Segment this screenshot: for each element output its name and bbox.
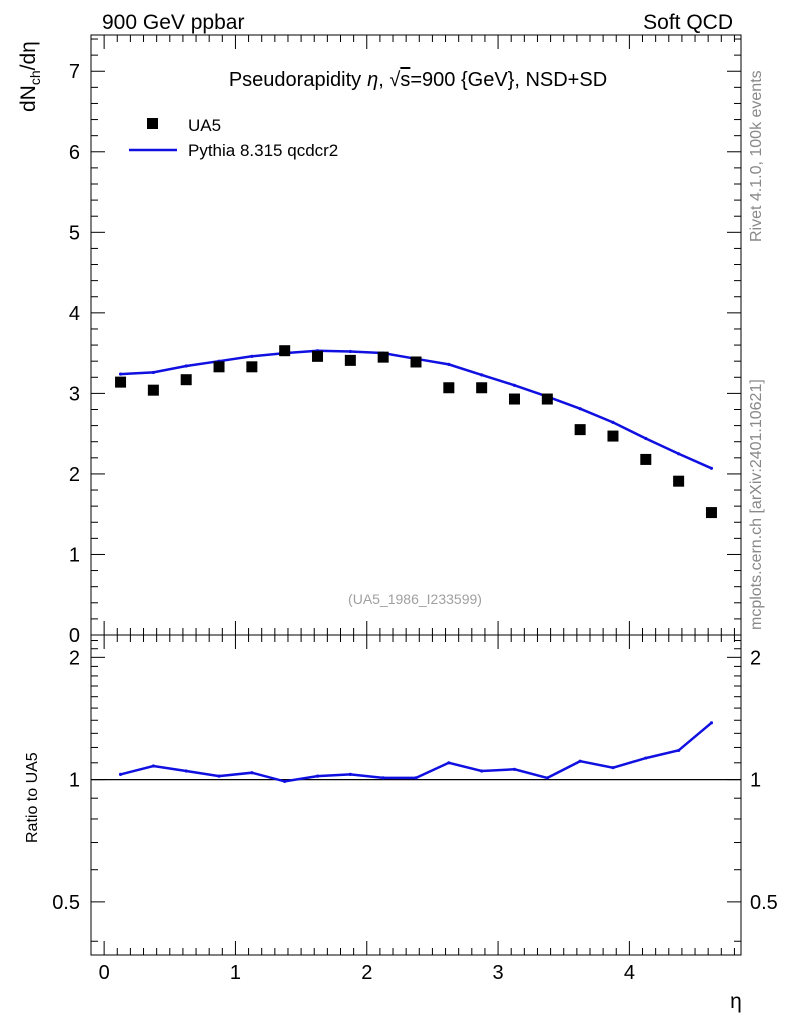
ratio-y-tick-label-left: 0.5	[52, 892, 80, 914]
header-left: 900 GeV ppbar	[102, 11, 244, 34]
legend-data-marker	[147, 118, 158, 129]
ratio-point	[217, 774, 221, 778]
data-point	[410, 356, 422, 368]
x-tick-label: 2	[361, 962, 372, 984]
y-tick-label: 2	[69, 464, 80, 486]
header-right: Soft QCD	[643, 11, 733, 34]
rivet-info: Rivet 4.1.0, 100k events	[748, 70, 765, 242]
ratio-point	[611, 766, 615, 770]
ratio-series-line	[120, 721, 713, 783]
data-point	[246, 361, 258, 373]
data-point	[344, 354, 356, 366]
ratio-point	[512, 767, 517, 771]
y-tick-label: 5	[69, 222, 80, 244]
ratio-point	[250, 771, 254, 775]
data-point	[541, 393, 553, 405]
ratio-point	[709, 721, 714, 725]
ratio-y-ticks: 0.5 0.5 1 1 2 2	[52, 640, 778, 942]
main-y-ticks: 0 1 2 3 4 5 6 7	[69, 38, 741, 647]
y-tick-label: 1	[69, 544, 80, 566]
data-point	[147, 384, 159, 396]
ratio-y-tick-label-right: 1	[750, 770, 761, 792]
mc-point	[578, 407, 582, 411]
data-point	[640, 453, 652, 465]
mc-point	[184, 364, 188, 368]
data-point	[607, 430, 619, 442]
ratio-point	[184, 769, 188, 773]
mc-point	[709, 466, 714, 470]
mc-point	[348, 349, 352, 354]
legend-mc-label: Pythia 8.315 qcdcr2	[188, 141, 338, 160]
main-plot: 0 1 2 3 4 5 6 7 Pseudorapidity η, √s=900 {GeV}, …	[17, 34, 742, 647]
mc-point	[250, 354, 254, 358]
data-point	[508, 393, 520, 405]
ratio-point	[151, 764, 155, 768]
ratio-point	[545, 776, 549, 780]
mc-point	[611, 420, 615, 424]
ratio-frame	[90, 634, 742, 956]
ratio-point	[118, 772, 123, 776]
y-axis-label: dNch/dη	[17, 41, 43, 112]
data-point	[443, 382, 455, 394]
x-tick-label: 3	[493, 962, 504, 984]
mc-point	[151, 370, 155, 375]
ratio-y-tick-label-left: 2	[69, 647, 80, 669]
mc-point	[447, 362, 451, 366]
y-tick-label: 3	[69, 383, 80, 405]
ratio-y-tick-label-left: 1	[69, 770, 80, 792]
ratio-point	[283, 779, 287, 783]
ratio-plot: 0.5 0.5 1 1 2 2 0 1 2 3 4 Ratio to UA5 η	[24, 634, 778, 1013]
mc-point	[118, 372, 123, 376]
data-point	[213, 361, 225, 373]
ratio-y-axis-label: Ratio to UA5	[24, 752, 41, 843]
data-point	[377, 351, 389, 363]
ratio-point	[381, 776, 385, 780]
x-tick-label: 4	[624, 962, 635, 984]
ratio-point	[414, 776, 418, 780]
y-tick-label: 0	[69, 625, 80, 647]
data-point	[115, 376, 127, 388]
data-point	[312, 350, 324, 362]
ratio-point	[677, 748, 681, 753]
x-axis-label: η	[730, 990, 742, 1013]
ratio-point	[348, 772, 352, 776]
data-point	[279, 345, 291, 357]
data-point	[673, 475, 685, 487]
ratio-point	[644, 756, 648, 760]
y-tick-label: 6	[69, 142, 80, 164]
ratio-y-tick-label-right: 0.5	[750, 892, 778, 914]
y-tick-label: 4	[69, 303, 80, 325]
legend-data-label: UA5	[188, 116, 221, 135]
ratio-x-ticks: 0 1 2 3 4	[99, 635, 735, 984]
ratio-point	[447, 761, 451, 765]
ratio-y-tick-label-right: 2	[750, 647, 761, 669]
data-point	[574, 424, 586, 436]
x-tick-label: 0	[99, 962, 110, 984]
data-point	[180, 374, 192, 386]
ratio-point	[315, 774, 320, 778]
x-tick-label: 1	[230, 962, 241, 984]
main-data-layer	[115, 345, 717, 519]
data-point	[476, 382, 488, 394]
source-info: mcplots.cern.ch [arXiv:2401.10621]	[748, 379, 765, 630]
mc-point	[677, 452, 681, 456]
y-tick-label: 7	[69, 61, 80, 83]
plot-title: Pseudorapidity η, √s=900 {GeV}, NSD+SD	[229, 69, 607, 91]
main-x-ticks	[103, 35, 735, 635]
analysis-watermark: (UA5_1986_I233599)	[348, 591, 482, 607]
mc-point	[644, 436, 648, 441]
ratio-point	[480, 769, 484, 773]
ratio-point	[578, 759, 582, 763]
data-point	[705, 507, 717, 519]
ratio-data-layer	[91, 721, 741, 783]
mc-point	[512, 383, 517, 387]
mc-series-line	[120, 349, 713, 470]
mc-point	[480, 373, 484, 377]
